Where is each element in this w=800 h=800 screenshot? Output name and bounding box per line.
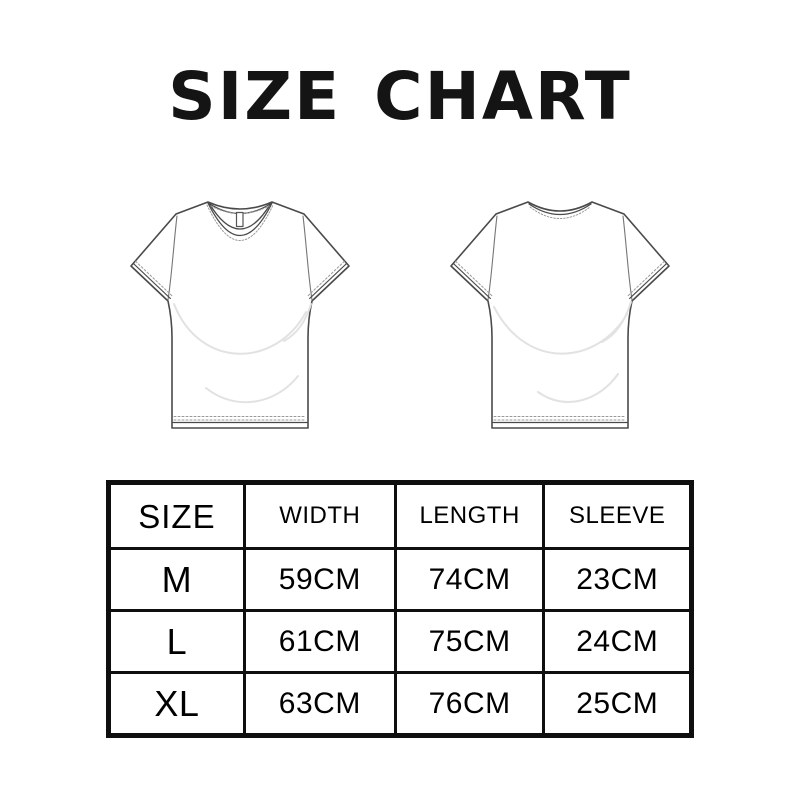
header-cell-sleeve: SLEEVE xyxy=(542,481,693,550)
width-value: 59CM xyxy=(242,547,397,612)
length-value: 74CM xyxy=(393,547,546,612)
page-title: SIZE CHART xyxy=(168,58,632,135)
table-row-m: M 59CM 74CM 23CM xyxy=(107,547,693,612)
header-cell-size: SIZE xyxy=(107,481,246,550)
size-label: M xyxy=(107,547,246,612)
header-cell-length: LENGTH xyxy=(393,481,546,550)
tshirt-back-icon xyxy=(450,201,670,429)
sleeve-value: 23CM xyxy=(542,547,693,612)
size-label: L xyxy=(107,609,246,674)
width-value: 61CM xyxy=(242,609,397,674)
header-cell-width: WIDTH xyxy=(242,481,397,550)
size-chart-table: SIZE WIDTH LENGTH SLEEVE M 59CM 74CM 23C… xyxy=(106,480,694,738)
sleeve-value: 25CM xyxy=(542,671,693,737)
tshirt-illustrations-row xyxy=(0,192,800,432)
length-value: 76CM xyxy=(393,671,546,737)
tshirt-front-icon xyxy=(130,201,350,429)
length-value: 75CM xyxy=(393,609,546,674)
table-row-xl: XL 63CM 76CM 25CM xyxy=(107,671,693,737)
table-header-row: SIZE WIDTH LENGTH SLEEVE xyxy=(107,481,693,550)
sleeve-value: 24CM xyxy=(542,609,693,674)
width-value: 63CM xyxy=(242,671,397,737)
size-label: XL xyxy=(107,671,246,737)
table-row-l: L 61CM 75CM 24CM xyxy=(107,609,693,674)
